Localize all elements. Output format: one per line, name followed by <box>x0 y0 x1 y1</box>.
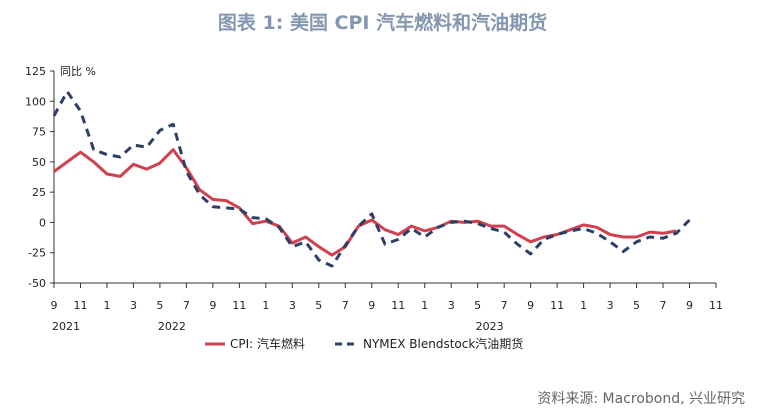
y-tick-label: 25 <box>32 186 46 199</box>
series-line-futures <box>52 90 691 268</box>
unit-label: 同比 % <box>60 65 96 78</box>
legend-label-cpi: CPI: 汽车燃料 <box>230 336 305 351</box>
x-tick-label: 1 <box>421 299 428 312</box>
x-year-label: 2023 <box>476 320 504 333</box>
x-tick-label: 11 <box>232 299 246 312</box>
legend-label-futures: NYMEX Blendstock汽油期货 <box>363 336 523 351</box>
source-note: 资料来源: Macrobond, 兴业研究 <box>537 391 745 407</box>
x-tick-label: 3 <box>130 299 137 312</box>
x-tick-label: 7 <box>183 299 190 312</box>
x-tick-label: 9 <box>686 299 693 312</box>
x-tick-label: 9 <box>209 299 216 312</box>
x-tick-label: 5 <box>474 299 481 312</box>
x-tick-label: 7 <box>501 299 508 312</box>
y-tick-label: -50 <box>28 277 46 290</box>
x-tick-label: 9 <box>368 299 375 312</box>
y-tick-label: 50 <box>32 156 46 169</box>
legend: CPI: 汽车燃料 NYMEX Blendstock汽油期货 <box>205 336 523 351</box>
x-tick-label: 11 <box>391 299 405 312</box>
x-tick-label: 1 <box>580 299 587 312</box>
x-tick-label: 9 <box>51 299 58 312</box>
y-tick-label: -25 <box>28 247 46 260</box>
y-tick-label: 125 <box>25 65 46 78</box>
series-line-cpi <box>53 148 677 257</box>
chart-title: 图表 1: 美国 CPI 汽车燃料和汽油期货 <box>217 12 548 34</box>
x-tick-label: 1 <box>103 299 110 312</box>
x-tick-label: 3 <box>289 299 296 312</box>
series-layer <box>52 90 691 268</box>
x-tick-label: 5 <box>633 299 640 312</box>
y-tick-label: 100 <box>25 95 46 108</box>
y-tick-label: 0 <box>39 216 46 229</box>
x-year-label: 2021 <box>52 320 80 333</box>
x-tick-label: 7 <box>342 299 349 312</box>
x-tick-label: 5 <box>156 299 163 312</box>
x-tick-label: 5 <box>315 299 322 312</box>
x-year-label: 2022 <box>158 320 186 333</box>
x-tick-label: 1 <box>262 299 269 312</box>
y-tick-label: 75 <box>32 126 46 139</box>
x-tick-label: 11 <box>73 299 87 312</box>
x-tick-label: 3 <box>448 299 455 312</box>
x-tick-label: 3 <box>607 299 614 312</box>
x-tick-label: 7 <box>660 299 667 312</box>
x-tick-label: 11 <box>709 299 723 312</box>
x-tick-label: 9 <box>527 299 534 312</box>
x-tick-label: 11 <box>550 299 564 312</box>
